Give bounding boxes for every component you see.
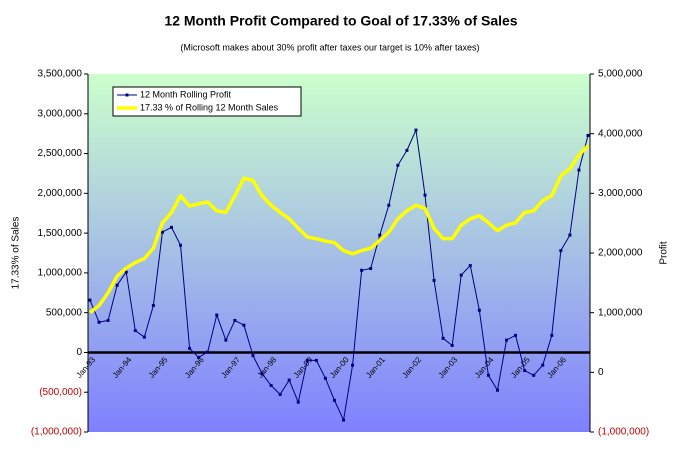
point-marker xyxy=(387,203,391,207)
series-line xyxy=(88,144,590,315)
point-marker xyxy=(405,148,409,152)
point-marker xyxy=(586,133,590,137)
point-marker xyxy=(296,400,300,404)
point-marker xyxy=(396,163,400,167)
point-marker xyxy=(314,358,318,362)
point-marker xyxy=(342,418,346,422)
point-marker xyxy=(432,278,436,282)
chart-subtitle: (Microsoft makes about 30% profit after … xyxy=(180,42,479,52)
point-marker xyxy=(97,320,101,324)
chart-title: 12 Month Profit Compared to Goal of 17.3… xyxy=(164,13,517,29)
point-marker xyxy=(151,304,155,308)
point-marker xyxy=(450,343,454,347)
point-marker xyxy=(541,363,545,367)
point-marker xyxy=(278,392,282,396)
legend-label: 17.33 % of Rolling 12 Month Sales xyxy=(140,102,279,112)
point-marker xyxy=(423,193,427,197)
y-axis-title: 17.33% of Sales xyxy=(11,217,22,290)
point-marker xyxy=(468,264,472,268)
point-marker xyxy=(242,323,246,327)
y2-tick-label: 4,000,000 xyxy=(598,128,643,139)
y-tick-label: 0 xyxy=(76,347,82,358)
point-marker xyxy=(106,318,110,322)
point-marker xyxy=(369,267,373,271)
series-line xyxy=(89,129,589,421)
point-marker xyxy=(305,358,309,362)
point-marker xyxy=(550,333,554,337)
point-marker xyxy=(160,230,164,234)
point-marker xyxy=(360,268,364,272)
y-tick-label: 2,500,000 xyxy=(38,148,83,159)
point-marker xyxy=(323,376,327,380)
y-tick-label: 500,000 xyxy=(46,307,83,318)
point-marker xyxy=(179,243,183,247)
point-marker xyxy=(577,168,581,172)
point-marker xyxy=(441,336,445,340)
point-marker xyxy=(142,335,146,339)
point-marker xyxy=(351,363,355,367)
point-marker xyxy=(414,128,418,132)
point-marker xyxy=(505,338,509,342)
point-marker xyxy=(215,313,219,317)
y-tick-label: 1,500,000 xyxy=(38,228,83,239)
y-tick-label: 3,500,000 xyxy=(38,69,83,80)
point-marker xyxy=(568,233,572,237)
point-marker xyxy=(133,329,137,333)
point-marker xyxy=(206,350,210,354)
point-marker xyxy=(251,354,255,358)
y-tick-label: 2,000,000 xyxy=(38,188,83,199)
y2-tick-label: 1,000,000 xyxy=(598,307,643,318)
point-marker xyxy=(224,338,228,342)
y-tick-label: (500,000) xyxy=(39,387,82,398)
point-marker xyxy=(169,225,173,229)
point-marker xyxy=(188,346,192,350)
y2-axis-title: Profit xyxy=(659,241,670,265)
point-marker xyxy=(332,398,336,402)
y-tick-label: 1,000,000 xyxy=(38,268,83,279)
point-marker xyxy=(559,249,563,253)
plot-area xyxy=(88,74,590,432)
point-marker xyxy=(124,270,128,274)
point-marker xyxy=(477,308,481,312)
y2-tick-label: 3,000,000 xyxy=(598,188,643,199)
point-marker xyxy=(197,355,201,359)
point-marker xyxy=(495,388,499,392)
point-marker xyxy=(88,298,92,302)
point-marker xyxy=(486,373,490,377)
legend xyxy=(112,86,302,117)
point-marker xyxy=(115,283,119,287)
y2-tick-label: 0 xyxy=(598,367,604,378)
legend-marker xyxy=(125,93,129,97)
point-marker xyxy=(287,378,291,382)
point-marker xyxy=(514,333,518,337)
point-marker xyxy=(269,383,273,387)
y2-tick-label: 2,000,000 xyxy=(598,248,643,259)
point-marker xyxy=(233,318,237,322)
y-tick-label: 3,000,000 xyxy=(38,108,83,119)
point-marker xyxy=(459,273,463,277)
point-marker xyxy=(523,369,527,373)
y2-tick-label: (1,000,000) xyxy=(598,427,649,438)
point-marker xyxy=(260,372,264,376)
y-tick-label: (1,000,000) xyxy=(31,427,82,438)
legend-label: 12 Month Rolling Profit xyxy=(140,89,232,99)
point-marker xyxy=(532,373,536,377)
point-marker xyxy=(378,233,382,237)
y2-tick-label: 5,000,000 xyxy=(598,69,643,80)
